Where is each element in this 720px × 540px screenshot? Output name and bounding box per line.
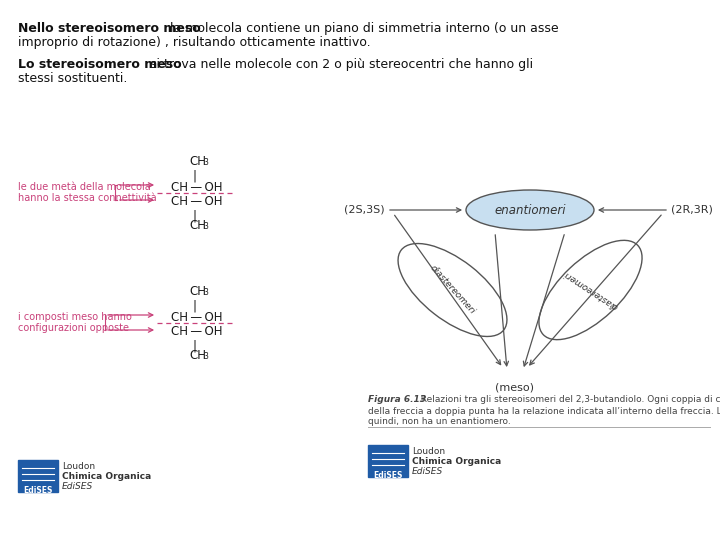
Text: CH: CH [189, 285, 206, 298]
Text: CH: CH [189, 219, 206, 232]
Text: EdiSES: EdiSES [23, 486, 53, 495]
Text: quindi, non ha un enantiomero.: quindi, non ha un enantiomero. [368, 417, 510, 426]
Text: CH — OH: CH — OH [171, 181, 222, 194]
Text: si trova nelle molecole con 2 o più stereocentri che hanno gli: si trova nelle molecole con 2 o più ster… [146, 58, 533, 71]
Text: Loudon: Loudon [412, 447, 445, 456]
Text: diastereomeri: diastereomeri [562, 269, 619, 311]
Text: Figura 6.13: Figura 6.13 [368, 395, 426, 404]
Text: CH — OH: CH — OH [171, 195, 222, 208]
Text: EdiSES: EdiSES [373, 471, 402, 480]
Text: stessi sostituenti.: stessi sostituenti. [18, 72, 127, 85]
Text: la molecola contiene un piano di simmetria interno (o un asse: la molecola contiene un piano di simmetr… [166, 22, 559, 35]
Text: |: | [193, 339, 197, 352]
Text: EdiSES: EdiSES [412, 467, 444, 476]
Text: 3: 3 [203, 352, 208, 361]
FancyBboxPatch shape [18, 460, 58, 492]
Text: CH — OH: CH — OH [171, 325, 222, 338]
Text: (2S,3S): (2S,3S) [344, 205, 385, 215]
Text: Relazioni tra gli stereoisomeri del 2,3-butandiolo. Ogni coppia di composti alle: Relazioni tra gli stereoisomeri del 2,3-… [415, 395, 720, 404]
FancyBboxPatch shape [368, 445, 408, 477]
Text: |: | [193, 299, 197, 312]
Text: CH: CH [189, 349, 206, 362]
Text: Lo stereoisomero meso: Lo stereoisomero meso [18, 58, 181, 71]
Text: i composti meso hanno
configurazioni opposte: i composti meso hanno configurazioni opp… [18, 312, 132, 333]
Text: |: | [193, 169, 197, 182]
Text: 3: 3 [203, 222, 208, 231]
Text: CH: CH [189, 155, 206, 168]
Text: |: | [193, 209, 197, 222]
Ellipse shape [539, 240, 642, 340]
Text: CH — OH: CH — OH [171, 311, 222, 324]
Text: (meso): (meso) [495, 382, 534, 392]
Text: Chimica Organica: Chimica Organica [62, 472, 151, 481]
Text: (2R,3R): (2R,3R) [671, 205, 713, 215]
Ellipse shape [466, 190, 594, 230]
Text: Loudon: Loudon [62, 462, 95, 471]
Text: diastereomeri: diastereomeri [428, 264, 477, 316]
Text: EdiSES: EdiSES [62, 482, 94, 491]
Text: enantiomeri: enantiomeri [494, 204, 566, 217]
Text: improprio di rotazione) , risultando otticamente inattivo.: improprio di rotazione) , risultando ott… [18, 36, 371, 49]
Text: Chimica Organica: Chimica Organica [412, 457, 501, 466]
Text: 3: 3 [203, 158, 208, 167]
Text: 3: 3 [203, 288, 208, 297]
Ellipse shape [398, 244, 507, 336]
Text: le due metà della molecola
hanno la stessa connettività: le due metà della molecola hanno la stes… [18, 181, 157, 203]
Text: della freccia a doppia punta ha la relazione indicata all’interno della freccia.: della freccia a doppia punta ha la relaz… [368, 406, 720, 415]
Text: Nello stereoisomero meso: Nello stereoisomero meso [18, 22, 201, 35]
